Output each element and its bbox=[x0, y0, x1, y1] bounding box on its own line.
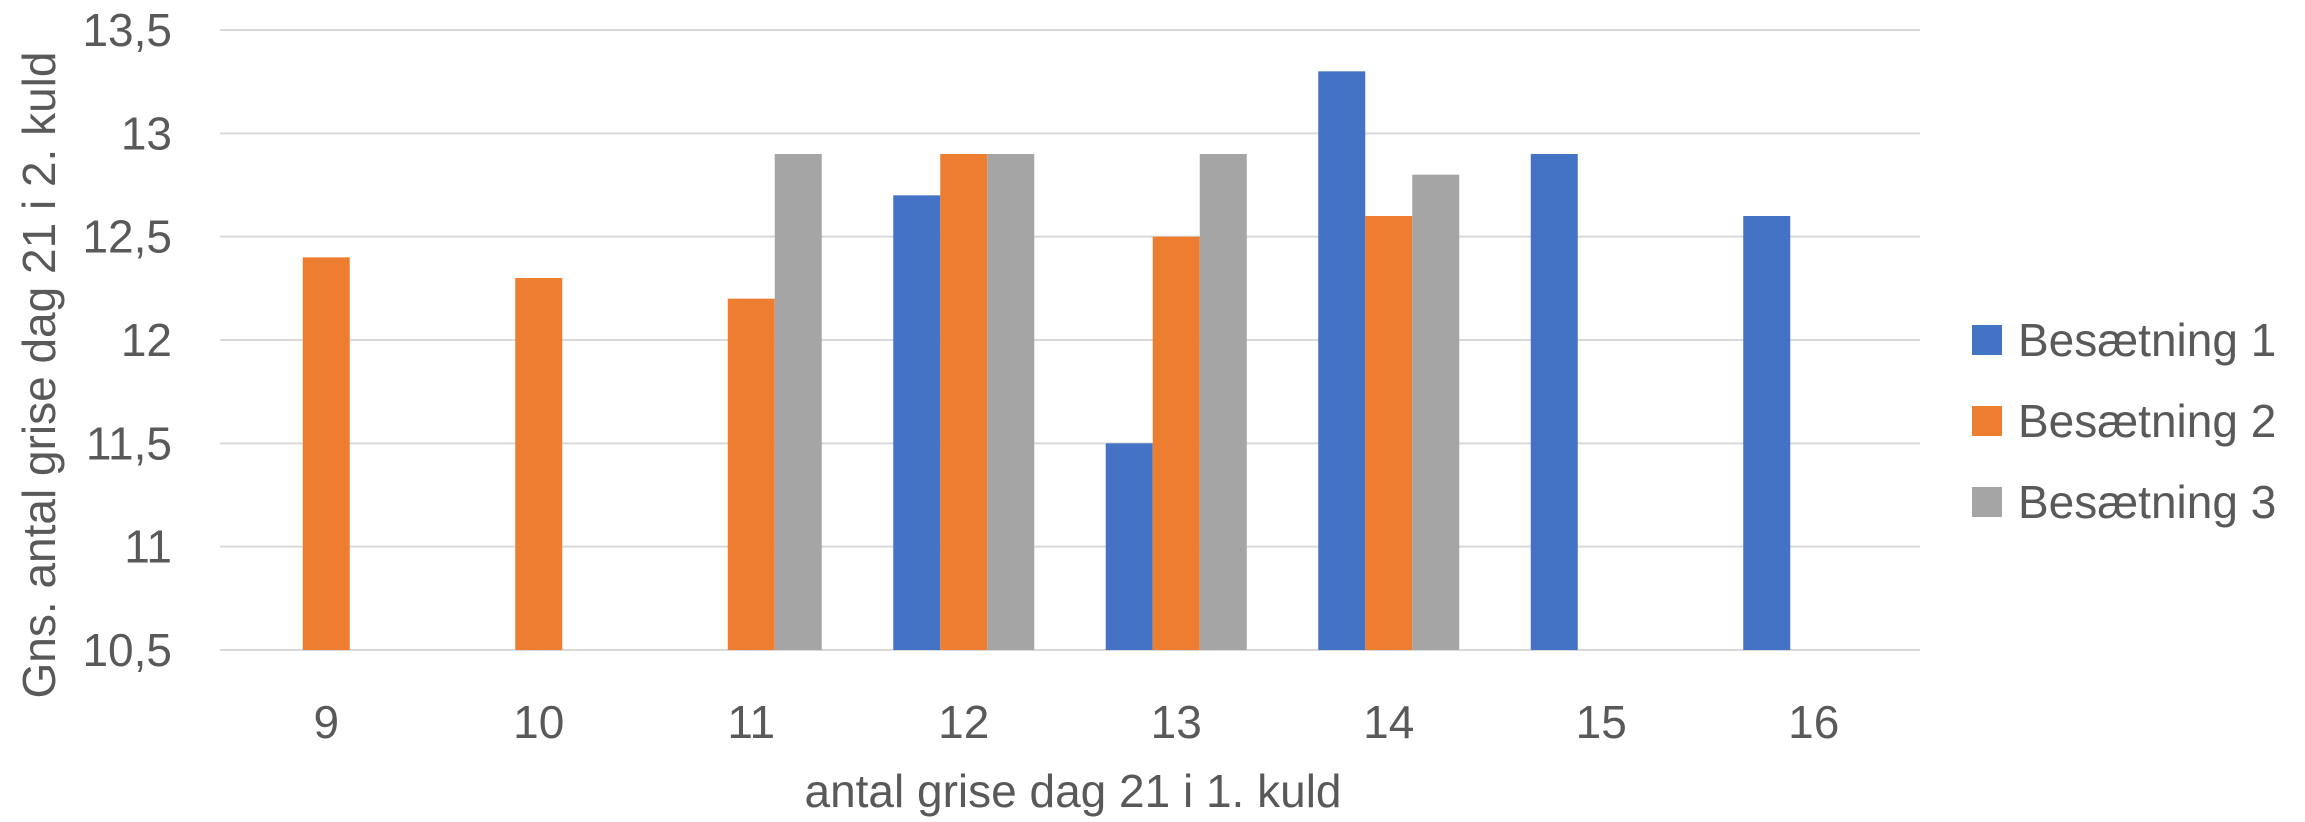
bar-2-9 bbox=[302, 257, 350, 650]
bars bbox=[302, 71, 1791, 651]
bar-1-15 bbox=[1530, 154, 1578, 650]
y-tick-label: 13 bbox=[121, 107, 172, 159]
y-axis-ticks: 10,5 11 11,5 12 12,5 13 13,5 bbox=[82, 4, 172, 676]
y-tick-label: 11 bbox=[124, 521, 172, 573]
bar-3-14 bbox=[1412, 174, 1460, 650]
bar-3-11 bbox=[774, 154, 822, 650]
x-tick-label: 12 bbox=[938, 696, 989, 748]
bar-2-11 bbox=[727, 298, 775, 650]
legend-label: Besætning 1 bbox=[2018, 314, 2276, 366]
legend-label: Besætning 2 bbox=[2018, 395, 2276, 447]
bar-1-16 bbox=[1743, 216, 1791, 650]
legend: Besætning 1 Besætning 2 Besætning 3 bbox=[1972, 314, 2276, 528]
x-axis-title: antal grise dag 21 i 1. kuld bbox=[804, 765, 1341, 817]
x-tick-label: 13 bbox=[1151, 696, 1202, 748]
x-tick-label: 15 bbox=[1576, 696, 1627, 748]
gridlines bbox=[220, 29, 1920, 651]
x-tick-label: 16 bbox=[1788, 696, 1839, 748]
x-tick-label: 14 bbox=[1363, 696, 1414, 748]
bar-3-13 bbox=[1199, 154, 1247, 650]
bar-1-12 bbox=[893, 195, 941, 651]
y-tick-label: 12,5 bbox=[82, 211, 172, 263]
bar-2-10 bbox=[515, 278, 563, 650]
y-tick-label: 12 bbox=[121, 314, 172, 366]
legend-swatch bbox=[1972, 406, 2002, 436]
bar-2-14 bbox=[1365, 216, 1413, 650]
x-axis-ticks: 9 10 11 12 13 14 15 16 bbox=[313, 696, 1839, 748]
legend-label: Besætning 3 bbox=[2018, 476, 2276, 528]
bar-3-12 bbox=[987, 154, 1035, 650]
y-axis-title: Gns. antal grise dag 21 i 2. kuld bbox=[13, 52, 65, 699]
x-tick-label: 10 bbox=[513, 696, 564, 748]
y-tick-label: 10,5 bbox=[82, 624, 172, 676]
x-tick-label: 11 bbox=[727, 696, 775, 748]
legend-swatch bbox=[1972, 325, 2002, 355]
legend-swatch bbox=[1972, 487, 2002, 517]
x-tick-label: 9 bbox=[313, 696, 339, 748]
bar-2-12 bbox=[940, 154, 988, 650]
bar-1-14 bbox=[1318, 71, 1366, 651]
bar-2-13 bbox=[1152, 236, 1200, 650]
y-tick-label: 11,5 bbox=[86, 417, 172, 469]
bar-1-13 bbox=[1105, 443, 1153, 650]
y-tick-label: 13,5 bbox=[82, 4, 172, 56]
